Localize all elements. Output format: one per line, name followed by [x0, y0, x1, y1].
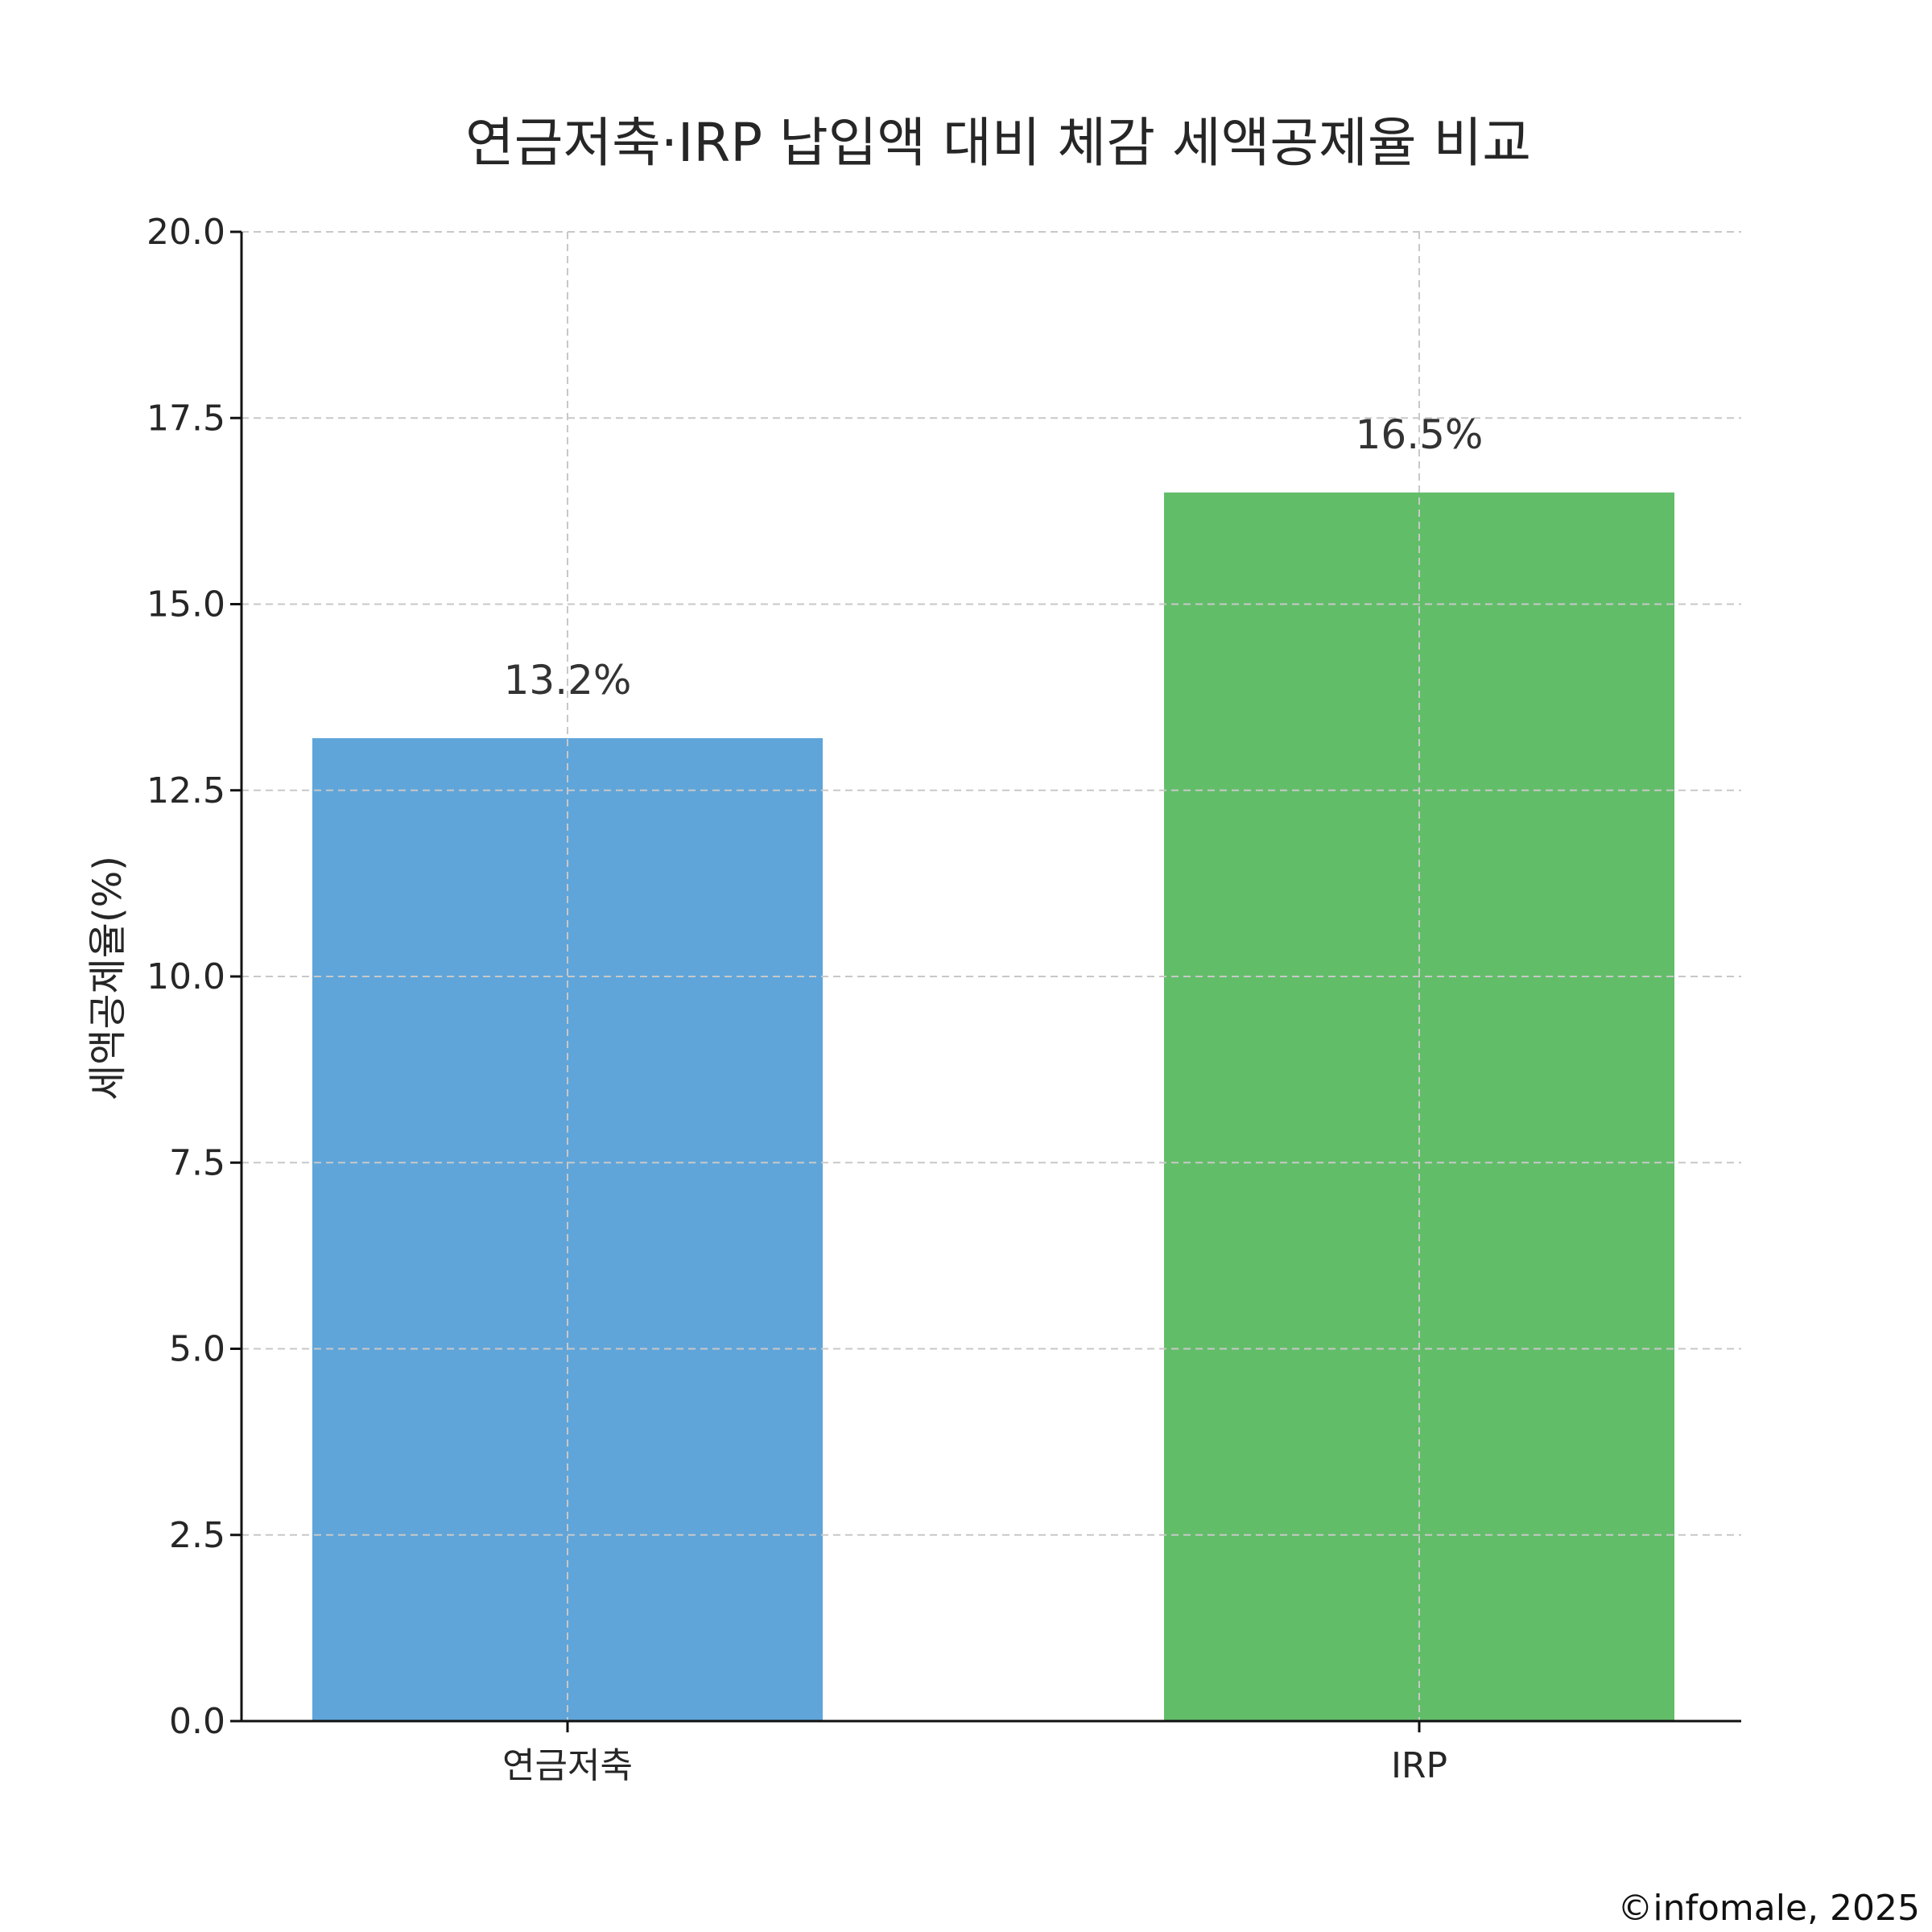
bar-value-label: 13.2% — [504, 657, 632, 704]
y-axis-ticks: 0.0 2.5 5.0 7.5 10.0 12.5 15.0 17.5 20.0 — [147, 212, 242, 1742]
y-tick-label: 17.5 — [147, 398, 225, 439]
y-tick-label: 2.5 — [169, 1515, 225, 1556]
y-tick-label: 10.0 — [147, 956, 225, 997]
x-axis-ticks: 연금저축 IRP — [502, 1721, 1447, 1786]
y-tick-label: 5.0 — [169, 1329, 225, 1370]
chart-title: 연금저축·IRP 납입액 대비 체감 세액공제율 비교 — [465, 112, 1531, 174]
y-axis-label: 세액공제율(%) — [85, 856, 130, 1100]
y-tick-label: 7.5 — [169, 1142, 225, 1183]
data-labels: 13.2% 16.5% — [504, 411, 1484, 704]
x-tick-label: IRP — [1391, 1745, 1447, 1786]
x-tick-label: 연금저축 — [502, 1745, 633, 1786]
y-tick-label: 15.0 — [147, 584, 225, 625]
y-tick-label: 12.5 — [147, 770, 225, 811]
y-tick-label: 20.0 — [147, 212, 225, 253]
credit-text: ©infomale, 2025 — [1617, 1888, 1920, 1929]
bar-value-label: 16.5% — [1356, 411, 1484, 458]
y-tick-label: 0.0 — [169, 1701, 225, 1742]
